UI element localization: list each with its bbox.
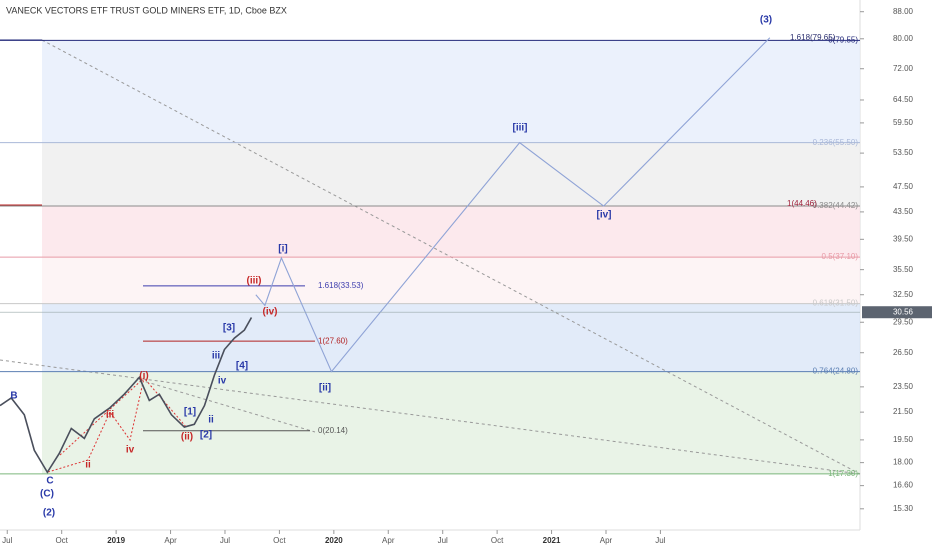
short-level-label: 1(27.60) (318, 336, 348, 345)
x-tick-label: 2020 (325, 536, 343, 545)
wave-label: [iv] (597, 210, 612, 221)
y-tick-label: 43.50 (893, 207, 914, 216)
fib-label: 0.618(31.50) (813, 299, 859, 308)
fib-band (42, 40, 860, 143)
short-level-label: 1.618(33.53) (318, 281, 364, 290)
wave-label: [4] (236, 361, 248, 372)
wave-label: ii (85, 460, 91, 471)
wave-label: [i] (278, 244, 287, 255)
y-tick-label: 64.50 (893, 95, 914, 104)
last-price-tag (862, 306, 932, 319)
x-tick-label: Jul (2, 536, 12, 545)
y-tick-label: 26.50 (893, 348, 914, 357)
wave-label: iii (106, 410, 115, 421)
wave-line (59, 377, 188, 456)
wave-label: iii (212, 351, 221, 362)
wave-label: iv (126, 445, 135, 456)
x-tick-label: Jul (220, 536, 230, 545)
fib-band (42, 371, 860, 474)
wave-label: (C) (40, 489, 54, 500)
wave-label: [iii] (513, 123, 528, 134)
x-tick-label: Apr (382, 536, 395, 545)
fib-label: 0.236(55.50) (813, 138, 859, 147)
short-level-label: 0(20.14) (318, 426, 348, 435)
wave-label: C (46, 476, 53, 487)
y-tick-label: 32.50 (893, 290, 914, 299)
wave-label: [ii] (319, 383, 331, 394)
y-tick-label: 59.50 (893, 118, 914, 127)
level-note: 1.618(79.65) (790, 33, 836, 42)
wave-label: (ii) (181, 432, 193, 443)
fib-label: 0(79.55) (828, 35, 858, 44)
trend-line (139, 379, 316, 433)
y-tick-label: 53.50 (893, 148, 914, 157)
x-tick-label: Oct (273, 536, 286, 545)
wave-label: ii (208, 415, 214, 426)
wave-label: (2) (43, 508, 55, 519)
x-tick-label: 2021 (543, 536, 561, 545)
level-note: 1(44.46) (787, 199, 817, 208)
x-tick-label: Apr (164, 536, 177, 545)
wave-label: [1] (184, 407, 196, 418)
fib-label: 1(17.30) (828, 469, 858, 478)
y-tick-label: 19.50 (893, 435, 914, 444)
price-line (0, 317, 253, 474)
fib-band (42, 142, 860, 206)
wave-label: (iv) (263, 307, 278, 318)
fib-label: 0.382(44.42) (813, 201, 859, 210)
y-tick-label: 88.00 (893, 7, 914, 16)
wave-label: (i) (139, 371, 148, 382)
y-tick-label: 16.60 (893, 481, 914, 490)
fib-band (42, 257, 860, 304)
chart-title: VANECK VECTORS ETF TRUST GOLD MINERS ETF… (6, 5, 287, 15)
wave-label: [3] (223, 323, 235, 334)
x-tick-label: Apr (600, 536, 613, 545)
x-tick-label: Jul (438, 536, 448, 545)
y-tick-label: 80.00 (893, 34, 914, 43)
wave-label: B (10, 391, 17, 402)
y-tick-label: 21.50 (893, 407, 914, 416)
x-tick-label: Jul (655, 536, 665, 545)
x-tick-label: Oct (55, 536, 68, 545)
y-tick-label: 15.30 (893, 504, 914, 513)
y-tick-label: 35.50 (893, 265, 914, 274)
fib-bands (42, 40, 860, 474)
wave-label: [2] (200, 430, 212, 441)
wave-label: iv (218, 376, 227, 387)
y-tick-label: 72.00 (893, 64, 914, 73)
x-tick-label: Oct (491, 536, 504, 545)
fib-band (42, 205, 860, 258)
x-tick-label: 2019 (107, 536, 125, 545)
y-tick-label: 39.50 (893, 234, 914, 243)
price-line (255, 37, 771, 373)
fib-label: 0.5(37.10) (822, 252, 859, 261)
y-tick-label: 47.50 (893, 182, 914, 191)
last-price-label: 30.56 (893, 307, 914, 316)
y-tick-label: 29.50 (893, 317, 914, 326)
wave-label: (iii) (247, 276, 262, 287)
y-tick-label: 23.50 (893, 382, 914, 391)
wave-label: (3) (760, 15, 772, 26)
fib-label: 0.764(24.80) (813, 367, 859, 376)
fib-band (42, 303, 860, 372)
y-tick-label: 18.00 (893, 458, 914, 467)
